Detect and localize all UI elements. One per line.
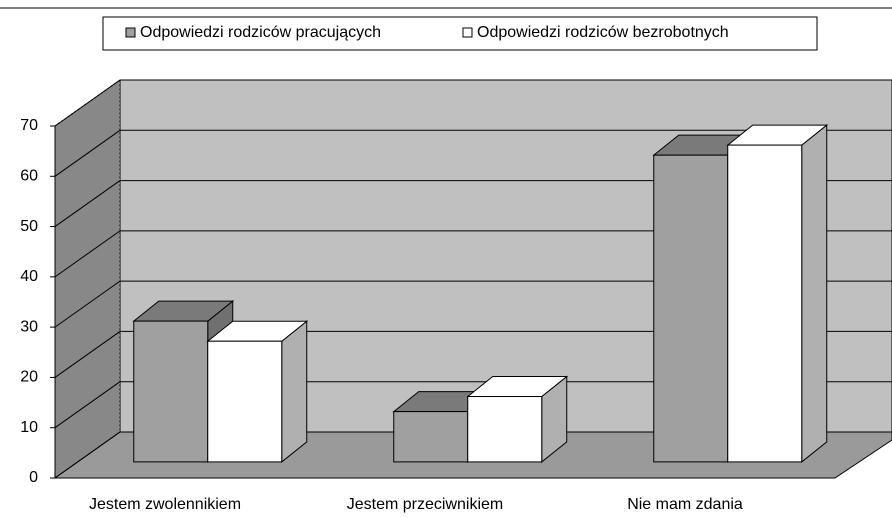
grid-line-side bbox=[54, 129, 121, 177]
bar bbox=[133, 320, 209, 463]
side-wall bbox=[54, 79, 121, 479]
y-tick-label: 70 bbox=[20, 117, 38, 134]
grid-line-side bbox=[54, 431, 121, 479]
y-tick-label: 50 bbox=[20, 218, 38, 235]
legend-swatch bbox=[462, 27, 473, 38]
x-tick-label: Nie mam zdania bbox=[627, 496, 743, 513]
bar bbox=[207, 340, 283, 463]
legend-label: Odpowiedzi rodziców bezrobotnych bbox=[477, 24, 729, 41]
bar-side bbox=[801, 124, 828, 463]
grid-line-side bbox=[54, 381, 121, 429]
legend-swatch bbox=[125, 27, 136, 38]
bar bbox=[393, 411, 469, 463]
bar-side bbox=[281, 320, 308, 463]
y-tick-label: 40 bbox=[20, 268, 38, 285]
grid-line-side bbox=[54, 180, 121, 227]
legend-label: Odpowiedzi rodziców pracujących bbox=[140, 24, 381, 41]
bar bbox=[727, 144, 803, 463]
x-tick-label: Jestem zwolennikiem bbox=[89, 496, 241, 513]
y-tick-label: 0 bbox=[29, 469, 38, 486]
grid-line-side bbox=[54, 230, 121, 278]
y-tick-label: 20 bbox=[20, 369, 38, 386]
y-tick-label: 10 bbox=[20, 419, 38, 436]
y-tick-label: 60 bbox=[20, 168, 38, 185]
y-tick-label: 30 bbox=[20, 318, 38, 335]
bar bbox=[467, 396, 543, 463]
x-tick-label: Jestem przeciwnikiem bbox=[347, 496, 503, 513]
grid-line-side bbox=[54, 280, 121, 328]
legend-box bbox=[102, 16, 818, 51]
grid-line-side bbox=[54, 331, 121, 378]
grid-line-side bbox=[54, 79, 121, 127]
bar bbox=[653, 154, 729, 463]
